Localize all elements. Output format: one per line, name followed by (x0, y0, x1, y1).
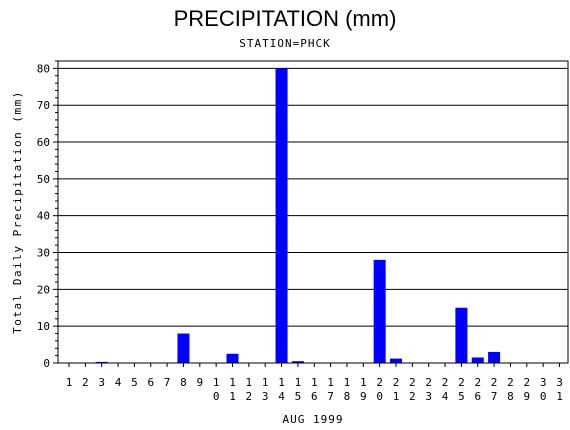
x-tick-label: 1 (393, 390, 400, 403)
y-axis-label: Total Daily Precipitation (mm) (11, 90, 24, 334)
x-tick-label: 2 (523, 376, 530, 389)
x-tick-label: 2 (507, 376, 514, 389)
x-tick-label: 1 (262, 376, 269, 389)
x-tick-label: 2 (474, 376, 481, 389)
bars (95, 68, 501, 364)
x-tick-label: 8 (507, 390, 514, 403)
x-tick-label: 2 (393, 376, 400, 389)
x-tick-label: 3 (556, 376, 563, 389)
bar-day-14 (275, 68, 288, 364)
x-tick-label: 3 (262, 390, 269, 403)
x-tick-label: 5 (295, 390, 302, 403)
x-tick-label: 0 (540, 390, 547, 403)
bar-day-11 (226, 353, 239, 363)
bar-day-25 (455, 307, 468, 363)
x-tick-label: 4 (115, 376, 122, 389)
y-tick-label: 70 (37, 99, 50, 112)
x-tick-label: 2 (409, 390, 416, 403)
gridlines (58, 67, 568, 327)
x-tick-label: 4 (278, 390, 285, 403)
x-tick-label: 1 (556, 390, 563, 403)
x-tick-label: 1 (344, 376, 351, 389)
x-tick-label: 2 (491, 376, 498, 389)
x-tick-label: 7 (164, 376, 171, 389)
x-axis-ticks: 1 2 3 4 5 6 7 8 9 1011121314151617181920212223242… (66, 363, 563, 403)
x-tick-label: 2 (425, 376, 432, 389)
chart-subtitle: STATION=PHCK (239, 37, 331, 50)
bar-day-20 (373, 259, 386, 363)
x-tick-label: 2 (442, 376, 449, 389)
x-tick-label: 4 (442, 390, 449, 403)
x-tick-label: 5 (131, 376, 138, 389)
x-tick-label: 7 (491, 390, 498, 403)
bar-day-3 (95, 361, 108, 363)
x-tick-label: 8 (180, 376, 187, 389)
x-tick-label: 1 (229, 390, 236, 403)
x-tick-label: 7 (327, 390, 334, 403)
chart-title: PRECIPITATION (mm) (173, 6, 397, 31)
x-tick-label: 9 (523, 390, 530, 403)
x-tick-label: 6 (311, 390, 318, 403)
x-tick-label: 3 (98, 376, 105, 389)
x-tick-label: 1 (327, 376, 334, 389)
x-tick-label: 2 (458, 376, 465, 389)
x-tick-label: 8 (344, 390, 351, 403)
x-tick-label: 3 (425, 390, 432, 403)
x-tick-label: 1 (66, 376, 73, 389)
y-tick-label: 20 (37, 283, 50, 296)
plot-frame (57, 60, 569, 364)
bar-day-8 (177, 333, 190, 363)
x-tick-label: 1 (311, 376, 318, 389)
y-tick-label: 0 (43, 357, 50, 370)
x-tick-label: 1 (278, 376, 285, 389)
x-tick-label: 6 (147, 376, 154, 389)
y-axis-ticks: 0 10 20 30 40 50 60 70 80 (37, 60, 58, 370)
bar-day-27 (488, 351, 501, 363)
y-tick-label: 50 (37, 173, 50, 186)
bar-day-26 (471, 357, 484, 363)
x-tick-label: 2 (376, 376, 383, 389)
x-tick-label: 0 (376, 390, 383, 403)
x-tick-label: 6 (474, 390, 481, 403)
y-tick-label: 10 (37, 320, 50, 333)
x-tick-label: 2 (409, 376, 416, 389)
x-tick-label: 3 (540, 376, 547, 389)
x-axis-label: AUG 1999 (283, 413, 344, 426)
y-tick-label: 60 (37, 136, 50, 149)
x-tick-label: 1 (246, 376, 253, 389)
y-tick-label: 30 (37, 247, 50, 260)
x-tick-label: 9 (196, 376, 203, 389)
x-tick-label: 0 (213, 390, 220, 403)
y-tick-label: 40 (37, 210, 50, 223)
bar-day-21 (390, 358, 402, 363)
x-tick-label: 5 (458, 390, 465, 403)
x-tick-label: 9 (360, 390, 367, 403)
x-tick-label: 2 (246, 390, 253, 403)
x-tick-label: 2 (82, 376, 89, 389)
bar-day-15 (291, 361, 304, 363)
y-tick-label: 80 (37, 62, 50, 75)
x-tick-label: 1 (295, 376, 302, 389)
x-tick-label: 1 (229, 376, 236, 389)
x-tick-label: 1 (360, 376, 367, 389)
x-tick-label: 1 (213, 376, 220, 389)
